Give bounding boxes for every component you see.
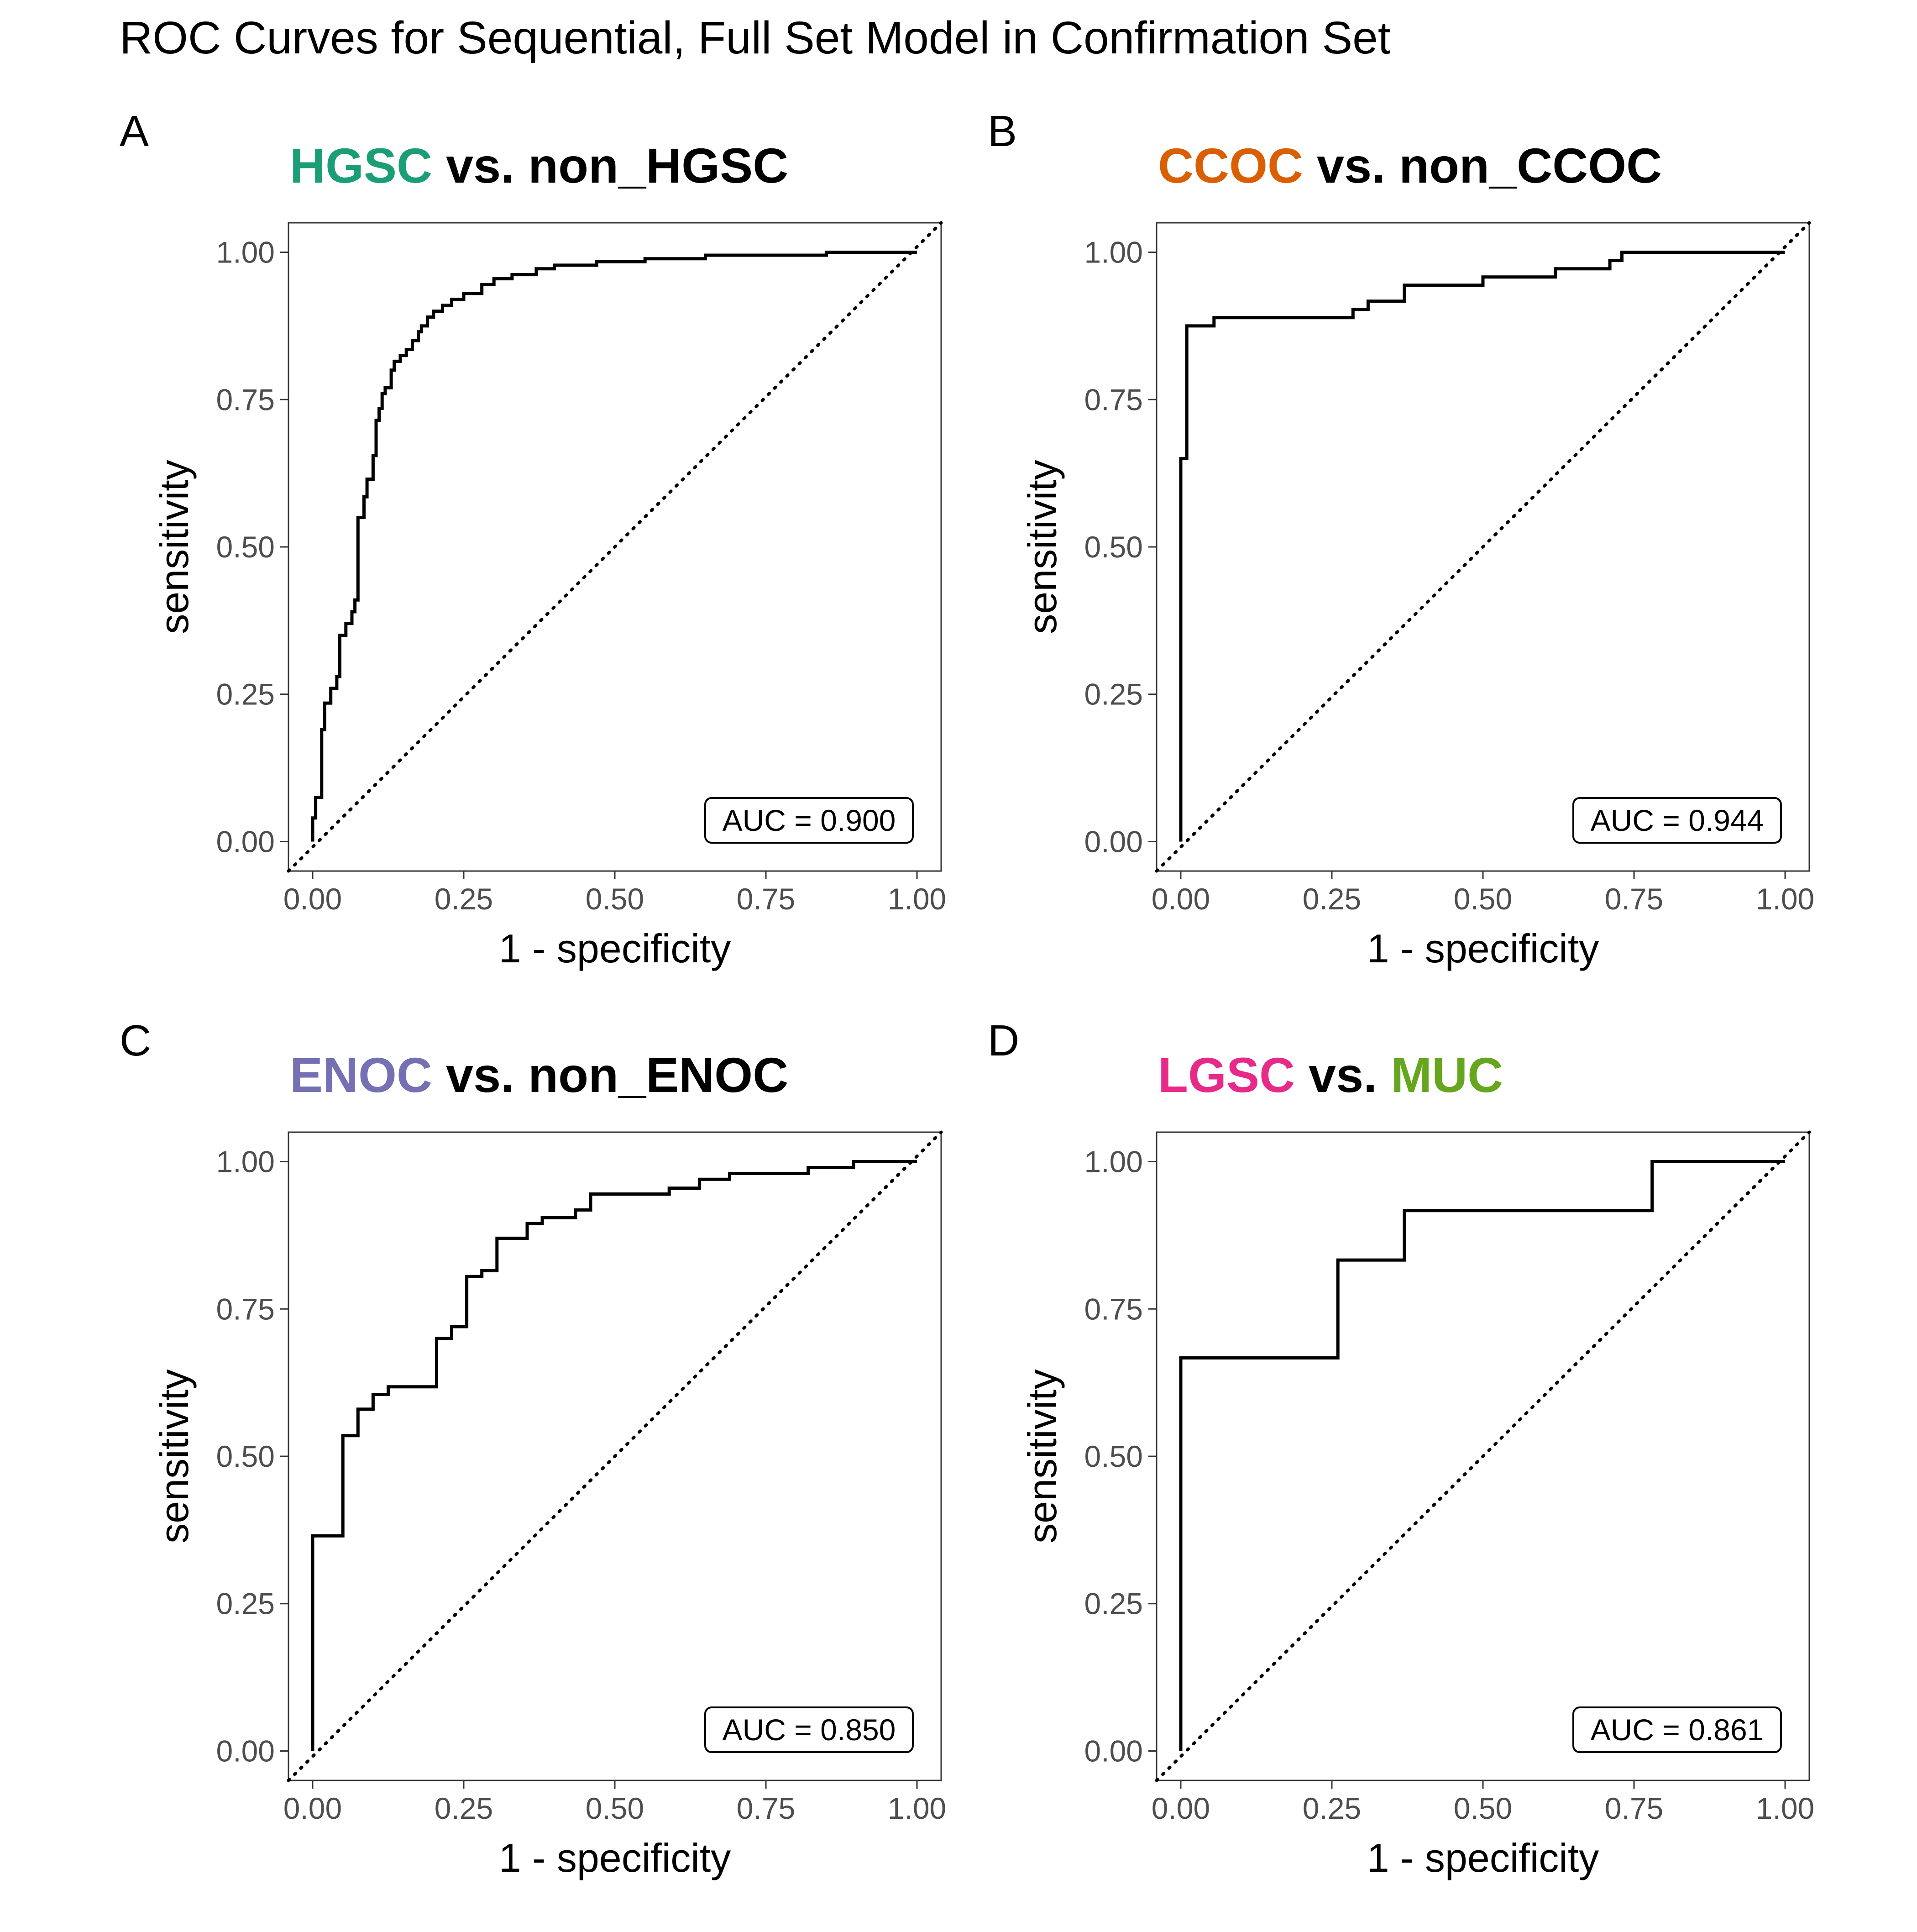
auc-label: AUC = 0.850: [723, 1713, 896, 1747]
panel-title-part: ENOC: [290, 1047, 433, 1102]
x-tick-label: 0.50: [586, 1791, 644, 1825]
x-tick-label: 0.25: [1303, 1791, 1361, 1825]
x-tick-label: 0.00: [1152, 1791, 1210, 1825]
diagonal-reference-line: [1155, 1130, 1811, 1782]
panel-title: HGSC vs. non_HGSC: [290, 137, 788, 194]
x-axis-label: 1 - specificity: [499, 926, 731, 971]
x-tick-label: 0.00: [1152, 882, 1210, 916]
panel-title: CCOC vs. non_CCOC: [1158, 137, 1662, 194]
panel-letter: D: [988, 1016, 1020, 1065]
panel-letter: A: [120, 107, 149, 156]
x-tick-label: 0.25: [435, 1791, 493, 1825]
diagonal-reference-line: [1155, 221, 1811, 873]
roc-chart-a: 0.00 0.25 0.50 0.75 1.00 0.00 0.25 0.50 0.75 1.00…: [152, 221, 946, 971]
y-tick-label: 0.50: [1084, 530, 1143, 564]
x-tick-label: 0.50: [1454, 882, 1512, 916]
roc-chart-b: 0.00 0.25 0.50 0.75 1.00 0.00 0.25 0.50 0.75 1.00…: [1020, 221, 1814, 971]
y-tick-label: 0.50: [216, 1439, 275, 1473]
panel-a: A HGSC vs. non_HGSC 0.00 0.25 0.50 0.75 1.00…: [120, 110, 987, 1023]
diagonal-reference-line: [287, 1130, 943, 1782]
panel-title: ENOC vs. non_ENOC: [290, 1046, 788, 1103]
panel-title-part: vs. non_CCOC: [1303, 138, 1662, 193]
auc-label-box: [1572, 797, 1782, 844]
x-tick-label: 1.00: [1756, 882, 1814, 916]
panel-letter: B: [988, 107, 1017, 156]
auc-label-box: [704, 797, 914, 844]
y-axis-label: sensitivity: [152, 1369, 197, 1543]
panel-title-part: LGSC: [1158, 1047, 1295, 1102]
panel-c: C ENOC vs. non_ENOC 0.00 0.25 0.50 0.75 1.00…: [120, 1019, 987, 1932]
y-tick-label: 0.00: [1084, 1734, 1143, 1768]
roc-curve: [311, 251, 917, 842]
diagonal-reference-line: [287, 221, 943, 873]
x-tick-label: 1.00: [1756, 1791, 1814, 1825]
panel-title-part: vs. non_HGSC: [432, 138, 789, 193]
auc-label-box: [1572, 1706, 1782, 1753]
y-axis-label: sensitivity: [1020, 460, 1065, 634]
y-tick-label: 1.00: [1084, 1145, 1143, 1179]
roc-chart-d: 0.00 0.25 0.50 0.75 1.00 0.00 0.25 0.50 0.75 1.00…: [1020, 1130, 1814, 1880]
y-tick-label: 0.75: [1084, 1292, 1143, 1326]
panel-title-part: MUC: [1391, 1047, 1503, 1102]
y-tick-label: 0.50: [1084, 1439, 1143, 1473]
panel-b: B CCOC vs. non_CCOC 0.00 0.25 0.50 0.75 1.00…: [988, 110, 1855, 1023]
x-tick-label: 0.00: [283, 1791, 342, 1825]
roc-curve: [311, 1160, 917, 1751]
y-tick-label: 0.00: [216, 824, 275, 858]
x-tick-label: 1.00: [888, 882, 946, 916]
x-axis-label: 1 - specificity: [1367, 926, 1599, 971]
panel-letter: C: [120, 1016, 152, 1065]
panel-title: LGSC vs. MUC: [1158, 1046, 1503, 1103]
y-tick-label: 0.50: [216, 530, 275, 564]
x-tick-label: 0.75: [737, 882, 795, 916]
x-tick-label: 0.00: [283, 882, 342, 916]
y-axis-label: sensitivity: [1020, 1369, 1065, 1543]
auc-label: AUC = 0.900: [723, 803, 896, 837]
auc-label-box: [704, 1706, 914, 1753]
panel-title-part: CCOC: [1158, 138, 1303, 193]
x-tick-label: 0.75: [1605, 882, 1663, 916]
x-tick-label: 0.75: [1605, 1791, 1663, 1825]
main-title: ROC Curves for Sequential, Full Set Mode…: [120, 12, 1391, 63]
y-tick-label: 1.00: [216, 236, 275, 269]
panel-d: D LGSC vs. MUC 0.00 0.25 0.50 0.75 1.00 0.00 0…: [988, 1019, 1855, 1932]
x-tick-label: 0.50: [1454, 1791, 1512, 1825]
y-tick-label: 0.00: [216, 1734, 275, 1768]
roc-chart-c: 0.00 0.25 0.50 0.75 1.00 0.00 0.25 0.50 0.75 1.00…: [152, 1130, 946, 1880]
y-tick-label: 0.00: [1084, 824, 1143, 858]
y-axis-label: sensitivity: [152, 460, 197, 634]
y-tick-label: 0.25: [1084, 677, 1143, 711]
x-tick-label: 0.25: [1303, 882, 1361, 916]
roc-curve: [1179, 1160, 1785, 1751]
y-tick-label: 0.25: [216, 677, 275, 711]
y-tick-label: 0.25: [216, 1587, 275, 1621]
auc-label: AUC = 0.861: [1591, 1713, 1764, 1747]
x-tick-label: 0.50: [586, 882, 644, 916]
x-tick-label: 1.00: [888, 1791, 946, 1825]
panel-title-part: vs. non_ENOC: [432, 1047, 789, 1102]
y-tick-label: 0.75: [216, 383, 275, 416]
roc-curve: [1179, 251, 1785, 842]
y-tick-label: 0.75: [216, 1292, 275, 1326]
y-tick-label: 0.75: [1084, 383, 1143, 416]
panel-title-part: vs.: [1295, 1047, 1391, 1102]
y-tick-label: 1.00: [1084, 236, 1143, 269]
panel-title-part: HGSC: [290, 138, 433, 193]
x-axis-label: 1 - specificity: [1367, 1835, 1599, 1880]
x-tick-label: 0.25: [435, 882, 493, 916]
y-tick-label: 1.00: [216, 1145, 275, 1179]
y-tick-label: 0.25: [1084, 1587, 1143, 1621]
x-axis-label: 1 - specificity: [499, 1835, 731, 1880]
x-tick-label: 0.75: [737, 1791, 795, 1825]
auc-label: AUC = 0.944: [1591, 803, 1764, 837]
